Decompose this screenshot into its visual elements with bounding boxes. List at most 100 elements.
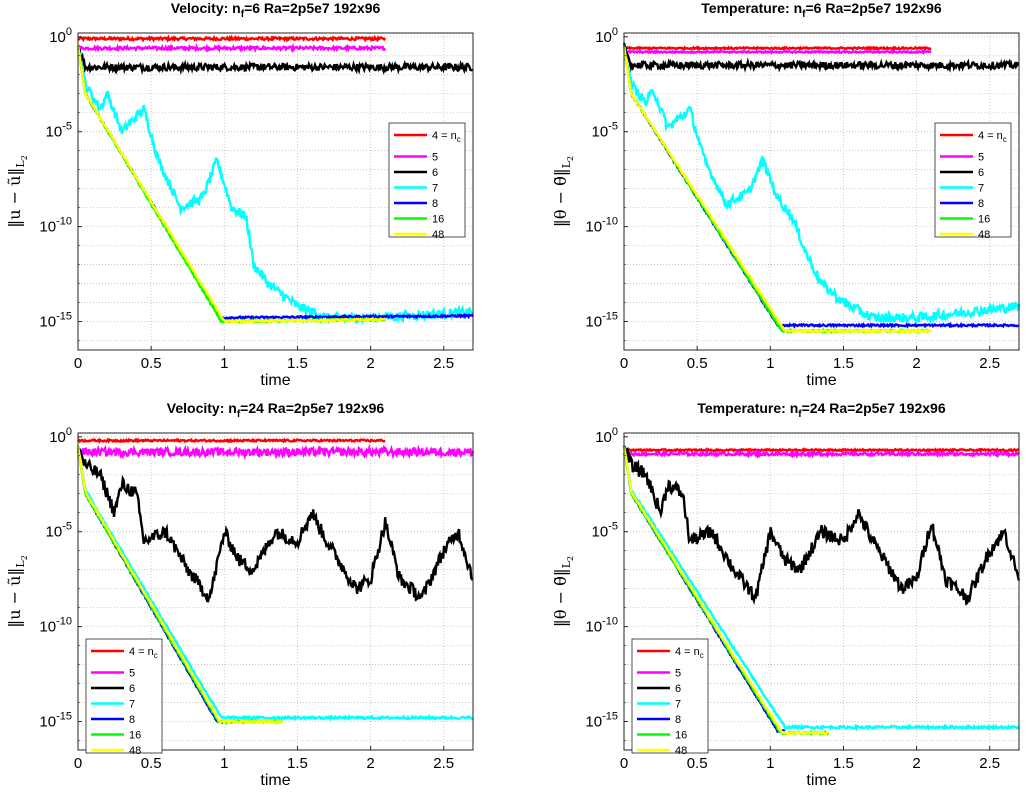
y-tick-exp: 0: [612, 426, 618, 438]
series-line-5: [622, 448, 1020, 459]
legend-entry: 6: [978, 167, 984, 179]
series-line-48: [622, 446, 830, 736]
x-tick-label: 2.5: [979, 755, 1000, 772]
axes-frame: [623, 32, 1020, 351]
plot-title-text-rest: =6 Ra=2p5e7 192x96: [244, 0, 380, 16]
legend-entry-name: 6: [978, 167, 984, 179]
legend-entry: 48: [675, 745, 687, 757]
y-tick-exp: -10: [56, 616, 72, 628]
x-tick-label: 1.5: [833, 355, 854, 372]
y-axis-label-subsub: 2: [566, 156, 575, 161]
y-axis-label-subsub: 2: [566, 556, 575, 561]
y-tick-exp: -10: [602, 216, 618, 228]
legend-entry-name: 7: [675, 699, 681, 711]
legend-entry: 4 = nc: [978, 130, 1007, 144]
legend-entry: 6: [129, 683, 135, 695]
series-group: [76, 437, 475, 726]
y-tick-exp: -15: [602, 711, 618, 723]
y-axis-label-subsub: 2: [20, 555, 29, 560]
series-line-4nc: [77, 34, 387, 43]
y-tick-base: 10: [39, 619, 56, 636]
x-tick-label: 1: [220, 755, 228, 772]
series-line-7: [623, 46, 1021, 326]
series-line-48: [622, 46, 932, 335]
legend-entry: 7: [978, 183, 984, 195]
x-tick-label: 2.5: [433, 355, 454, 372]
legend-entry: 48: [432, 229, 444, 241]
legend-entry: 4 = nc: [432, 130, 461, 144]
x-tick-label: 0.5: [687, 355, 708, 372]
y-axis-label: ‖u − ũ‖L2: [5, 555, 29, 628]
legend-entry: 6: [432, 167, 438, 179]
y-tick-base: 10: [49, 429, 66, 446]
y-tick-base: 10: [39, 714, 56, 731]
y-axis-label-text: ‖u − ũ‖: [5, 168, 24, 228]
x-tick-label: 2: [366, 355, 374, 372]
legend: 4 = nc 5 6 7 8 16 48: [85, 638, 163, 757]
y-tick-base: 10: [585, 314, 602, 331]
legend-entry: 8: [978, 198, 984, 210]
legend-entry-sub: c: [700, 651, 704, 660]
plot-title: Velocity: nf=6 Ra=2p5e7 192x96: [171, 0, 381, 20]
plot-title: Temperature: nf=24 Ra=2p5e7 192x96: [697, 400, 945, 420]
legend: 4 = nc 5 6 7 8 16 48: [934, 122, 1012, 241]
y-tick-exp: -5: [62, 121, 72, 133]
y-tick-label: 100: [595, 426, 618, 446]
legend-entry-name: 6: [432, 167, 438, 179]
x-tick-label: 0.5: [141, 355, 162, 372]
axes-frame: [77, 432, 474, 751]
series-line-4nc: [623, 45, 932, 52]
legend-entry-name: 5: [129, 668, 135, 680]
series-line-7: [622, 446, 1020, 732]
x-axis-label: time: [806, 372, 836, 389]
legend-entry: 4 = nc: [129, 646, 158, 660]
legend-entry-sub: c: [457, 135, 461, 144]
legend-entry-name: 16: [432, 214, 444, 226]
legend-entry-name: 8: [675, 714, 681, 726]
series-group: [622, 445, 1021, 737]
x-tick-label: 0: [620, 755, 628, 772]
plot-title: Temperature: nf=6 Ra=2p5e7 192x96: [701, 0, 942, 20]
plot-title-subscript: f: [798, 409, 802, 420]
y-tick-exp: -15: [602, 311, 618, 323]
y-tick-base: 10: [592, 124, 609, 141]
y-tick-exp: 0: [66, 426, 72, 438]
legend-entry-name: 16: [129, 730, 141, 742]
legend-entry-name: 48: [675, 745, 687, 757]
series-line-4nc: [77, 437, 386, 444]
plot-panel-2: 0 0.5 1 1.5 2 2.510010-510-1010-15Temperature…: [551, 0, 1021, 389]
series-group: [622, 42, 1021, 335]
y-axis-label-sub: L: [14, 160, 27, 168]
plot-title-text: Velocity: n: [171, 0, 241, 16]
legend-entry: 5: [432, 152, 438, 164]
series-line-7: [76, 447, 474, 722]
x-tick-label: 0: [620, 355, 628, 372]
series-line-6: [622, 446, 1021, 606]
y-tick-exp: 0: [612, 26, 618, 38]
y-axis-label-subsub: 2: [20, 155, 29, 160]
legend-entry-sub: c: [1003, 135, 1007, 144]
legend-entry-name: 7: [129, 699, 135, 711]
y-axis-label-text: ‖u − ũ‖: [5, 568, 24, 628]
y-tick-base: 10: [585, 219, 602, 236]
series-line-5: [76, 443, 475, 461]
y-tick-exp: -10: [56, 216, 72, 228]
axes-frame: [77, 32, 474, 351]
legend-entry: 16: [432, 214, 444, 226]
legend-entry: 7: [129, 699, 135, 711]
x-tick-label: 1.5: [287, 355, 308, 372]
plot-title-text: Temperature: n: [697, 400, 798, 416]
series-line-48: [76, 445, 284, 725]
legend-entry-sub: c: [154, 651, 158, 660]
x-tick-label: 1: [220, 355, 228, 372]
x-tick-label: 1: [766, 755, 774, 772]
plot-title-subscript: f: [237, 409, 241, 420]
x-tick-label: 0: [74, 755, 82, 772]
legend-entry: 6: [675, 683, 681, 695]
y-tick-label: 10-10: [585, 216, 618, 236]
legend-entry-name: 5: [675, 668, 681, 680]
y-tick-label: 10-15: [585, 711, 618, 731]
legend-entry-name: 4 = n: [129, 646, 154, 658]
series-line-5: [77, 42, 387, 54]
